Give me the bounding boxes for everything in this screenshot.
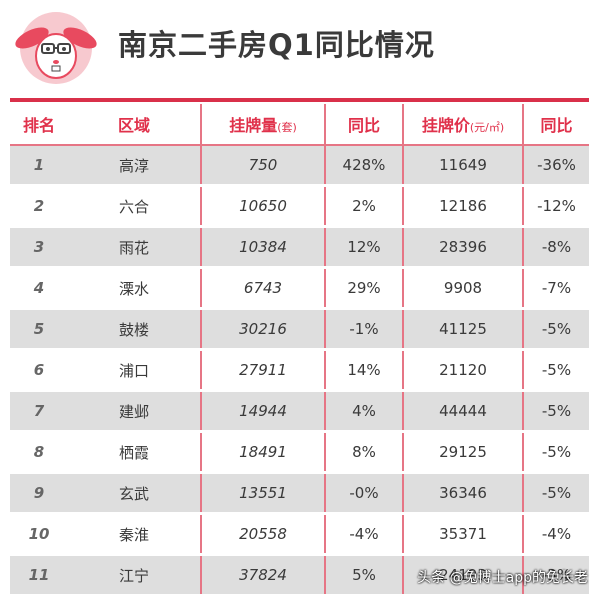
header-price: 挂牌价(元/㎡)	[402, 104, 523, 146]
yoy-listings-cell: 2%	[324, 185, 403, 228]
yoy-price-cell: -7%	[522, 267, 589, 310]
watermark: 头条 @兔博士app的兔长老	[417, 570, 588, 586]
rank-cell: 3	[10, 226, 68, 269]
header-listings: 挂牌量(套)	[200, 104, 325, 146]
header-listings-label: 挂牌量	[229, 116, 278, 135]
district-cell: 鼓楼	[68, 308, 201, 351]
price-cell: 12186	[402, 185, 523, 228]
header-yoy-listings: 同比	[324, 104, 403, 146]
listings-cell: 27911	[200, 349, 325, 392]
rank-cell: 2	[10, 185, 68, 228]
district-cell: 溧水	[68, 267, 201, 310]
listings-cell: 6743	[200, 267, 325, 310]
listings-cell: 750	[200, 145, 325, 187]
table-row: 10 秦淮 20558 -4% 35371 -4%	[10, 513, 589, 556]
table-row: 2 六合 10650 2% 12186 -12%	[10, 185, 589, 228]
table-row: 6 浦口 27911 14% 21120 -5%	[10, 349, 589, 392]
table-row: 1 高淳 750 428% 11649 -36%	[10, 145, 589, 187]
yoy-listings-cell: 8%	[324, 431, 403, 474]
district-cell: 秦淮	[68, 513, 201, 556]
yoy-listings-cell: 4%	[324, 390, 403, 433]
yoy-listings-cell: -4%	[324, 513, 403, 556]
rank-cell: 11	[10, 554, 68, 597]
price-cell: 21120	[402, 349, 523, 392]
district-cell: 六合	[68, 185, 201, 228]
yoy-price-cell: -5%	[522, 349, 589, 392]
yoy-price-cell: -36%	[522, 145, 589, 187]
rank-cell: 8	[10, 431, 68, 474]
district-cell: 雨花	[68, 226, 201, 269]
yoy-listings-cell: -0%	[324, 472, 403, 515]
header-listings-unit: (套)	[277, 121, 297, 134]
rank-cell: 7	[10, 390, 68, 433]
yoy-listings-cell: 14%	[324, 349, 403, 392]
table-header-row: 排名 区域 挂牌量(套) 同比 挂牌价(元/㎡) 同比	[10, 104, 589, 146]
district-cell: 建邺	[68, 390, 201, 433]
header: 南京二手房Q1同比情况	[0, 0, 600, 90]
listings-cell: 20558	[200, 513, 325, 556]
header-district: 区域	[68, 104, 201, 146]
table-row: 5 鼓楼 30216 -1% 41125 -5%	[10, 308, 589, 351]
rank-cell: 1	[10, 145, 68, 187]
yoy-listings-cell: 29%	[324, 267, 403, 310]
yoy-listings-cell: 428%	[324, 145, 403, 187]
listings-cell: 18491	[200, 431, 325, 474]
header-rank: 排名	[10, 104, 68, 146]
price-cell: 35371	[402, 513, 523, 556]
district-cell: 高淳	[68, 145, 201, 187]
table-row: 7 建邺 14944 4% 44444 -5%	[10, 390, 589, 433]
yoy-price-cell: -5%	[522, 431, 589, 474]
district-cell: 江宁	[68, 554, 201, 597]
price-cell: 24193	[402, 554, 523, 597]
listings-cell: 37824	[200, 554, 325, 597]
listings-cell: 10384	[200, 226, 325, 269]
yoy-price-cell: -8%	[522, 226, 589, 269]
price-cell: 41125	[402, 308, 523, 351]
price-cell: 9908	[402, 267, 523, 310]
price-cell: 29125	[402, 431, 523, 474]
yoy-price-cell: -5%	[522, 308, 589, 351]
table-row: 8 栖霞 18491 8% 29125 -5%	[10, 431, 589, 474]
yoy-listings-cell: 5%	[324, 554, 403, 597]
yoy-price-cell: -5%	[522, 390, 589, 433]
table-row: 4 溧水 6743 29% 9908 -7%	[10, 267, 589, 310]
header-price-label: 挂牌价	[421, 116, 470, 135]
rank-cell: 5	[10, 308, 68, 351]
rank-cell: 9	[10, 472, 68, 515]
yoy-price-cell: -5%	[522, 472, 589, 515]
rank-cell: 10	[10, 513, 68, 556]
price-cell: 44444	[402, 390, 523, 433]
yoy-listings-cell: 12%	[324, 226, 403, 269]
yoy-price-cell: -4%	[522, 513, 589, 556]
price-cell: 36346	[402, 472, 523, 515]
listings-cell: 14944	[200, 390, 325, 433]
listings-cell: 30216	[200, 308, 325, 351]
yoy-price-cell: -12%	[522, 185, 589, 228]
listings-cell: 10650	[200, 185, 325, 228]
price-cell: 11649	[402, 145, 523, 187]
table-row: 9 玄武 13551 -0% 36346 -5%	[10, 472, 589, 515]
header-yoy-price: 同比	[522, 104, 589, 146]
district-cell: 浦口	[68, 349, 201, 392]
table-body: 1 高淳 750 428% 11649 -36% 2 六合 10650 2% 12186 -12% 3 雨…	[10, 145, 589, 597]
listings-cell: 13551	[200, 472, 325, 515]
header-price-unit: (元/㎡)	[469, 121, 505, 134]
yoy-listings-cell: -1%	[324, 308, 403, 351]
district-cell: 栖霞	[68, 431, 201, 474]
table-top-rule	[10, 98, 589, 102]
rabbit-mascot-logo	[15, 12, 97, 84]
rank-cell: 6	[10, 349, 68, 392]
price-cell: 28396	[402, 226, 523, 269]
yoy-price-cell: -3%	[522, 554, 589, 597]
rank-cell: 4	[10, 267, 68, 310]
data-table: 排名 区域 挂牌量(套) 同比 挂牌价(元/㎡) 同比 1 高淳 750 428% 11…	[10, 104, 589, 597]
page-title: 南京二手房Q1同比情况	[118, 28, 435, 62]
district-cell: 玄武	[68, 472, 201, 515]
table-row: 3 雨花 10384 12% 28396 -8%	[10, 226, 589, 269]
